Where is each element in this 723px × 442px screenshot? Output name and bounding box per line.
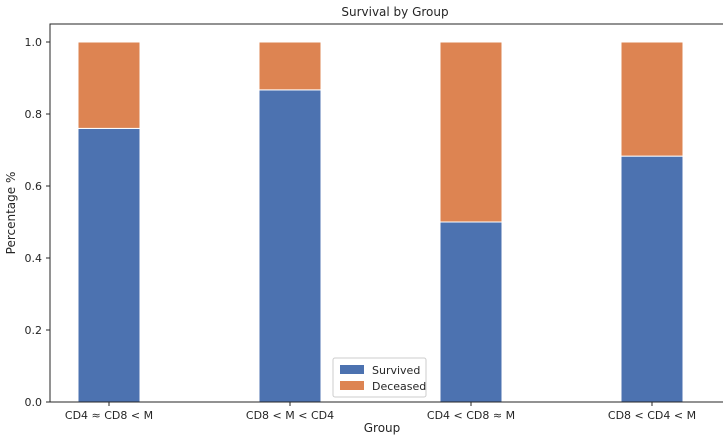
x-axis-ticks: CD4 ≈ CD8 < M CD8 < M < CD4 CD4 < CD8 ≈ M C… (65, 402, 696, 422)
legend: Survived Deceased (332, 357, 427, 398)
legend-swatch-survived (340, 365, 364, 374)
bar-survived-2 (258, 89, 322, 403)
bars-layer (77, 41, 684, 403)
chart-title: Survival by Group (341, 5, 448, 19)
bar-deceased-3 (439, 41, 503, 223)
legend-swatch-deceased (340, 381, 364, 390)
bar-deceased-2 (258, 41, 322, 91)
bar-deceased-1 (77, 41, 141, 129)
y-axis-ticks: 0.0 0.2 0.4 0.6 0.8 1.0 (25, 36, 50, 409)
y-tick-label: 1.0 (25, 36, 43, 49)
legend-label-survived: Survived (372, 364, 420, 377)
x-tick-label: CD4 ≈ CD8 < M (65, 409, 153, 422)
y-tick-label: 0.0 (25, 396, 43, 409)
bar-survived-1 (77, 127, 141, 403)
bar-survived-4 (620, 155, 684, 403)
plot-frame (49, 23, 723, 403)
x-tick-label: CD8 < M < CD4 (246, 409, 334, 422)
y-tick-label: 0.2 (25, 324, 43, 337)
y-tick-label: 0.8 (25, 108, 43, 121)
y-axis-title: Percentage % (4, 172, 18, 255)
bar-deceased-4 (620, 41, 684, 157)
x-axis-title: Group (364, 421, 401, 435)
legend-label-deceased: Deceased (372, 380, 426, 393)
y-tick-label: 0.4 (25, 252, 43, 265)
x-tick-label: CD4 < CD8 ≈ M (427, 409, 515, 422)
x-tick-label: CD8 < CD4 < M (608, 409, 696, 422)
bar-survived-3 (439, 221, 503, 403)
y-tick-label: 0.6 (25, 180, 43, 193)
